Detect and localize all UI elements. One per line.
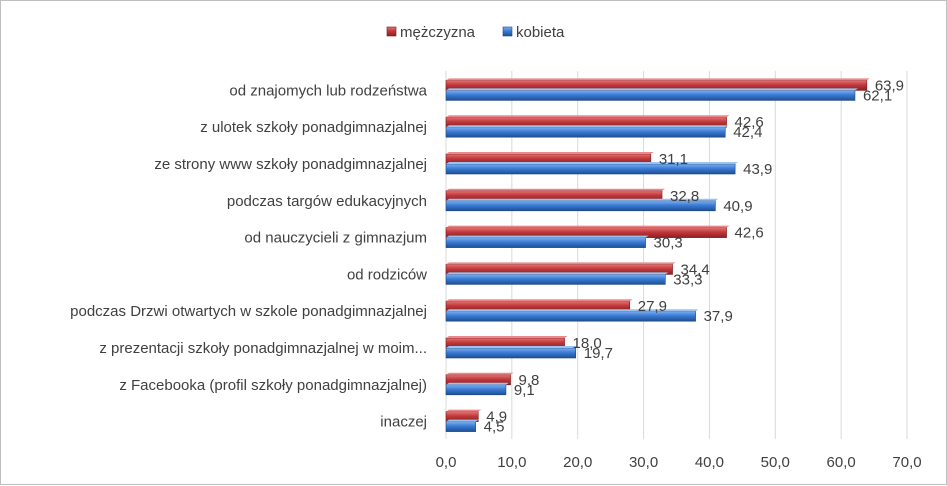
category-labels: od znajomych lub rodzeństwa z ulotek szko… bbox=[70, 82, 427, 430]
x-tick-label: 20,0 bbox=[563, 454, 592, 471]
data-label: 43,9 bbox=[743, 161, 772, 178]
bar-bevel bbox=[446, 152, 654, 154]
bar-bevel bbox=[446, 198, 719, 201]
x-tick-label: 40,0 bbox=[695, 454, 724, 471]
legend-swatch-kobieta bbox=[502, 26, 513, 37]
data-label: 62,1 bbox=[863, 87, 892, 104]
legend-label-kobieta: kobieta bbox=[516, 24, 565, 41]
data-label: 32,8 bbox=[670, 188, 699, 205]
data-label: 63,9 bbox=[875, 77, 904, 94]
x-tick-label: 30,0 bbox=[629, 454, 658, 471]
category-label: od rodziców bbox=[347, 266, 427, 283]
bar-bevel bbox=[446, 336, 568, 338]
bar-kobieta bbox=[445, 347, 577, 359]
data-label: 31,1 bbox=[659, 151, 688, 168]
bars bbox=[445, 78, 870, 432]
category-label: z ulotek szkoły ponadgimnazjalnej bbox=[200, 119, 427, 136]
category-label: ze strony www szkoły ponadgimnazjalnej bbox=[154, 156, 427, 173]
category-label: od znajomych lub rodzeństwa bbox=[229, 82, 427, 99]
data-label: 37,9 bbox=[704, 308, 733, 325]
data-label: 42,4 bbox=[733, 124, 762, 141]
data-label: 34,4 bbox=[681, 261, 710, 278]
x-tick-label: 10,0 bbox=[497, 454, 526, 471]
x-tick-label: 0,0 bbox=[436, 454, 457, 471]
data-label: 9,8 bbox=[519, 372, 540, 389]
data-label: 4,9 bbox=[486, 409, 507, 426]
data-label: 30,3 bbox=[654, 235, 683, 252]
category-label: inaczej bbox=[380, 414, 427, 431]
x-axis-ticks: 0,0 10,0 20,0 30,0 40,0 50,0 60,0 70,0 bbox=[436, 454, 922, 471]
bar-kobieta bbox=[445, 126, 726, 138]
bar-kobieta bbox=[445, 90, 856, 101]
data-label: 18,0 bbox=[573, 335, 602, 352]
bar-bevel bbox=[446, 225, 730, 228]
bar-kobieta bbox=[445, 163, 736, 175]
category-label: od nauczycieli z gimnazjum bbox=[244, 230, 427, 247]
bar-kobieta bbox=[445, 384, 507, 396]
legend-label-mezczyzna: mężczyzna bbox=[400, 24, 476, 41]
bar-bevel bbox=[446, 235, 649, 238]
bar-bevel bbox=[446, 409, 482, 412]
x-tick-label: 60,0 bbox=[827, 454, 856, 471]
bar-bevel bbox=[446, 299, 633, 302]
data-label: 33,3 bbox=[673, 271, 702, 288]
bar-kobieta bbox=[445, 237, 646, 248]
data-label: 9,1 bbox=[514, 382, 535, 399]
category-label: z Facebooka (profil szkoły ponadgimnazja… bbox=[119, 377, 427, 394]
bar-kobieta bbox=[445, 421, 476, 432]
data-labels: 63,962,142,642,431,143,932,840,942,630,3… bbox=[484, 77, 904, 435]
bar-bevel bbox=[446, 372, 514, 375]
bar-bevel bbox=[446, 188, 666, 191]
data-label: 4,5 bbox=[484, 419, 505, 436]
category-label: podczas targów edukacyjnych bbox=[227, 193, 427, 210]
bar-bevel bbox=[446, 125, 729, 128]
data-label: 42,6 bbox=[735, 225, 764, 242]
bar-bevel bbox=[446, 262, 676, 265]
x-tick-label: 70,0 bbox=[892, 454, 921, 471]
bar-kobieta bbox=[445, 274, 666, 285]
data-label: 19,7 bbox=[584, 345, 613, 362]
bar-bevel bbox=[446, 382, 509, 385]
bar-bevel bbox=[446, 309, 699, 312]
bar-bevel bbox=[446, 162, 739, 164]
bar-bevel bbox=[446, 272, 669, 275]
legend-swatch-mezczyzna bbox=[386, 26, 397, 37]
x-tick-label: 50,0 bbox=[761, 454, 790, 471]
legend: mężczyzna kobieta bbox=[386, 24, 565, 41]
data-label: 40,9 bbox=[723, 198, 752, 215]
category-label: z prezentacji szkoły ponadgimnazjalnej w… bbox=[99, 340, 427, 357]
data-label: 27,9 bbox=[638, 298, 667, 315]
data-label: 42,6 bbox=[735, 114, 764, 131]
bar-bevel bbox=[446, 419, 479, 422]
bar-bevel bbox=[446, 115, 730, 118]
bar-bevel bbox=[446, 346, 579, 348]
bar-bevel bbox=[446, 78, 870, 81]
bar-bevel bbox=[446, 88, 858, 91]
category-label: podczas Drzwi otwartych w szkole ponadgi… bbox=[70, 303, 427, 320]
